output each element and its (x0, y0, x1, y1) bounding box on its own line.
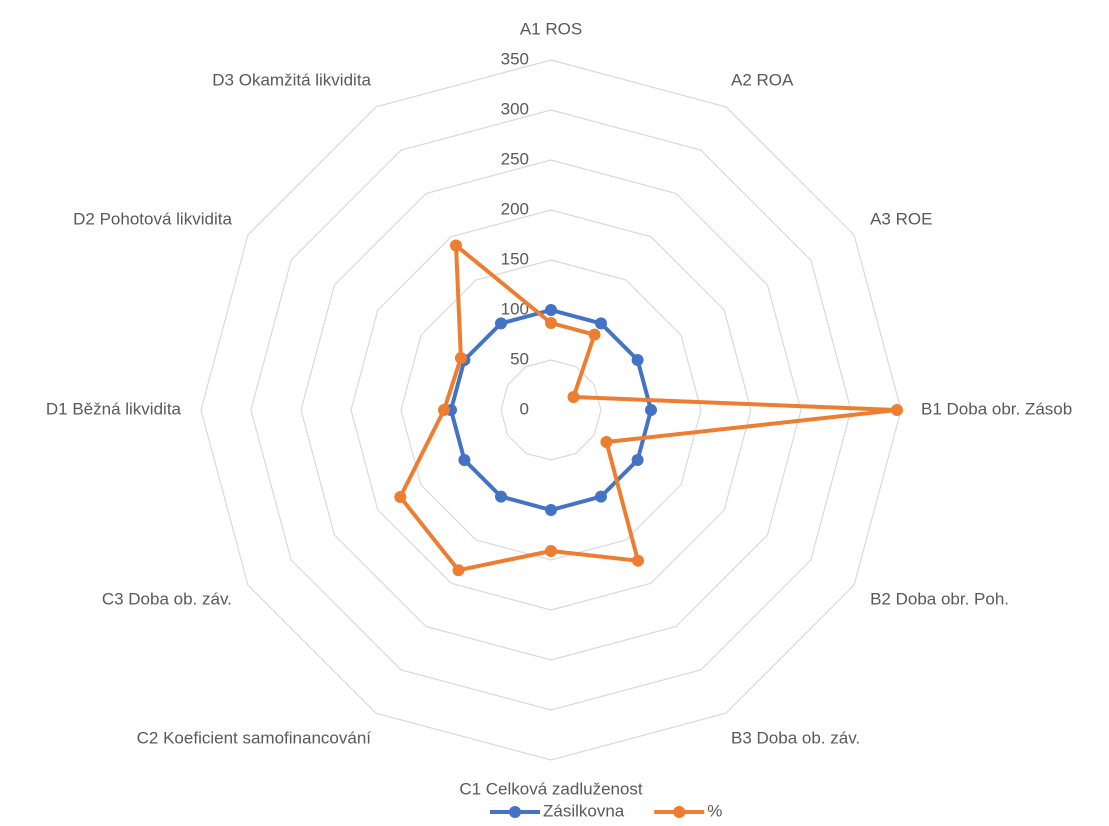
category-label: A3 ROE (870, 209, 932, 228)
data-point (450, 239, 462, 252)
data-point (595, 317, 607, 330)
data-point (595, 490, 607, 503)
grid-line (200, 59, 902, 761)
data-point (588, 328, 601, 341)
data-point (545, 545, 557, 557)
category-label: D2 Pohotová likvidita (73, 209, 232, 228)
grid-line (500, 359, 602, 461)
data-point (567, 391, 580, 403)
y-tick-label: 200 (501, 199, 529, 218)
data-point (545, 304, 557, 316)
y-tick-label: 50 (510, 349, 529, 368)
y-tick-label: 150 (501, 249, 529, 268)
data-point (645, 404, 657, 416)
data-point (458, 454, 471, 466)
data-point (495, 317, 507, 330)
data-point (495, 490, 507, 503)
data-point (891, 404, 903, 416)
data-point (600, 436, 613, 448)
category-label: C2 Koeficient samofinancování (137, 729, 372, 748)
grid-line (250, 109, 852, 711)
series-line (449, 308, 653, 512)
legend-marker (509, 806, 521, 818)
y-tick-label: 0 (520, 399, 529, 418)
data-point (631, 454, 644, 466)
data-point (438, 404, 450, 416)
grid-line (400, 259, 702, 561)
category-label: B1 Doba obr. Zásob (921, 399, 1072, 418)
category-label: B2 Doba obr. Poh. (870, 589, 1009, 608)
legend-marker (673, 806, 686, 818)
y-tick-label: 350 (501, 49, 529, 68)
legend-label: % (707, 801, 722, 820)
category-label: C3 Doba ob. záv. (102, 589, 232, 608)
data-point (631, 354, 644, 366)
y-tick-label: 300 (501, 99, 529, 118)
category-label: A2 ROA (731, 70, 794, 89)
data-point (632, 554, 644, 567)
grid-line (450, 309, 652, 511)
legend-label: Zásilkovna (543, 801, 625, 820)
data-point (454, 352, 467, 364)
data-point (545, 317, 557, 329)
category-label: B3 Doba ob. záv. (731, 729, 860, 748)
data-point (545, 504, 557, 516)
category-label: D3 Okamžitá likvidita (212, 70, 371, 89)
y-tick-label: 250 (501, 149, 529, 168)
category-label: D1 Běžná likvidita (46, 399, 182, 418)
data-point (394, 491, 407, 503)
grid-line (300, 159, 802, 661)
category-label: C1 Celková zadluženost (459, 779, 643, 798)
data-point (452, 564, 465, 577)
category-label: A1 ROS (520, 19, 582, 38)
grid-line (350, 209, 752, 611)
y-tick-label: 100 (501, 299, 529, 318)
